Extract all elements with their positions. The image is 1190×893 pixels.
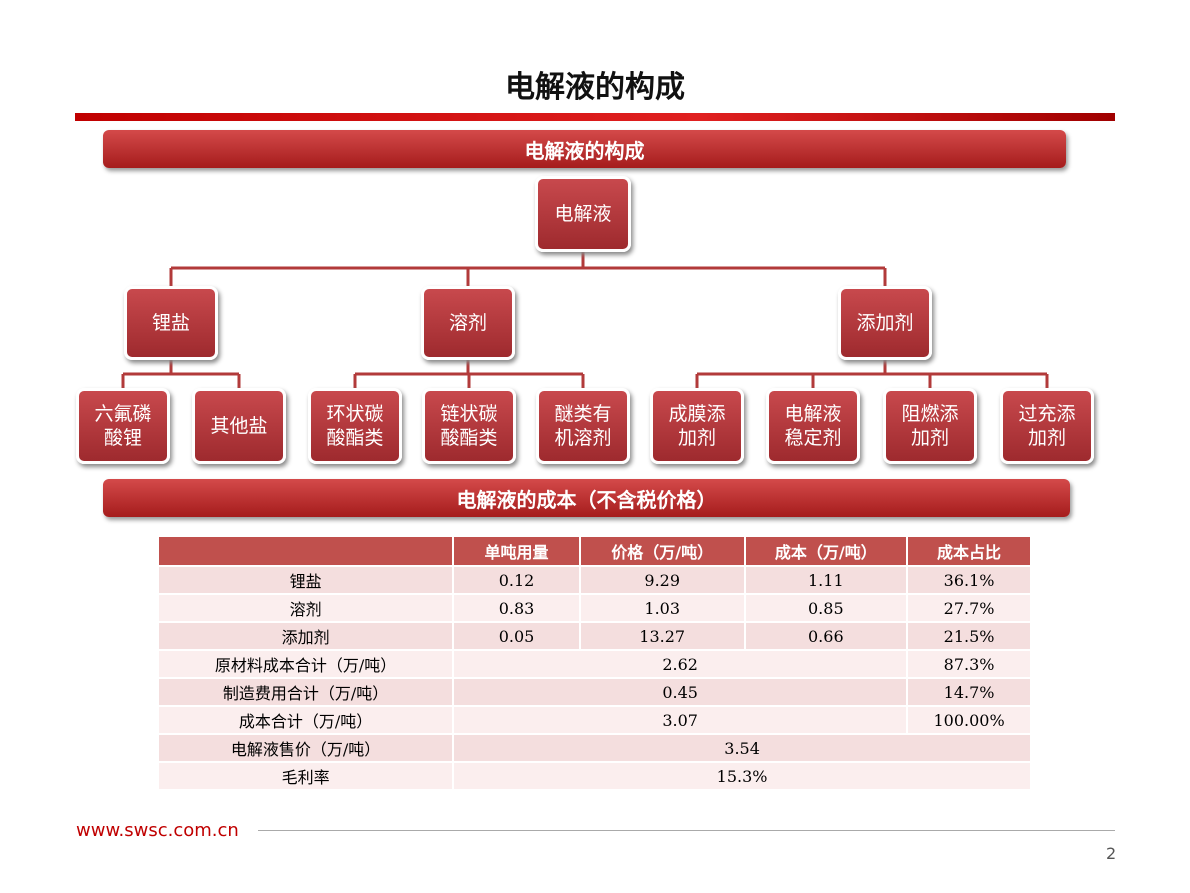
tree-node: 溶剂 <box>421 286 515 360</box>
column-header: 单吨用量 <box>452 535 581 567</box>
cell: 87.3% <box>906 649 1032 679</box>
row-label: 原材料成本合计（万/吨） <box>156 649 455 679</box>
footer-rule <box>258 830 1115 831</box>
cell: 0.12 <box>452 565 581 595</box>
tree-node: 添加剂 <box>838 286 932 360</box>
row-label: 溶剂 <box>156 593 455 623</box>
row-label: 制造费用合计（万/吨） <box>156 677 455 707</box>
node-label: 链状碳酸酯类 <box>440 403 498 449</box>
section-banner: 电解液的成本（不含税价格） <box>103 479 1070 517</box>
cell: 36.1% <box>906 565 1032 595</box>
node-label: 成膜添加剂 <box>668 403 726 449</box>
cell: 100.00% <box>906 705 1032 735</box>
title-rule <box>75 113 1115 121</box>
tree-node: 电解液 <box>535 176 631 252</box>
cell: 13.27 <box>578 621 746 651</box>
cell: 1.11 <box>743 565 909 595</box>
tree-node: 其他盐 <box>192 388 286 464</box>
tree-node: 成膜添加剂 <box>650 388 744 464</box>
node-label: 其他盐 <box>210 415 268 437</box>
node-label: 阻燃添加剂 <box>901 403 959 449</box>
slide-title: 电解液的构成 <box>505 70 685 105</box>
column-header: 成本（万/吨） <box>743 535 909 567</box>
node-label: 添加剂 <box>856 312 914 334</box>
cell: 3.07 <box>452 705 909 735</box>
cell: 0.05 <box>452 621 581 651</box>
cell: 3.54 <box>452 733 1032 763</box>
cost-table: 单吨用量 价格（万/吨） 成本（万/吨） 成本占比锂盐 0.12 9.29 1.11 36.1… <box>156 535 1032 791</box>
column-header: 成本占比 <box>906 535 1032 567</box>
node-label: 过充添加剂 <box>1018 403 1076 449</box>
row-label: 电解液售价（万/吨） <box>156 733 455 763</box>
footer-url: www.swsc.com.cn <box>76 820 239 841</box>
cell: 0.45 <box>452 677 909 707</box>
row-label: 添加剂 <box>156 621 455 651</box>
page-number: 2 <box>1106 844 1117 863</box>
node-label: 六氟磷酸锂 <box>94 403 152 449</box>
row-label: 毛利率 <box>156 761 455 791</box>
tree-node: 环状碳酸酯类 <box>308 388 402 464</box>
row-label: 成本合计（万/吨） <box>156 705 455 735</box>
section-banner: 电解液的构成 <box>103 130 1066 168</box>
node-label: 电解液稳定剂 <box>784 403 842 449</box>
cell: 0.85 <box>743 593 909 623</box>
cell: 21.5% <box>906 621 1032 651</box>
node-label: 环状碳酸酯类 <box>326 403 384 449</box>
tree-node: 电解液稳定剂 <box>766 388 860 464</box>
cell: 27.7% <box>906 593 1032 623</box>
cell: 0.66 <box>743 621 909 651</box>
tree-node: 锂盐 <box>124 286 218 360</box>
cell: 1.03 <box>578 593 746 623</box>
node-label: 锂盐 <box>151 312 190 334</box>
tree-node: 链状碳酸酯类 <box>422 388 516 464</box>
column-header: 价格（万/吨） <box>578 535 746 567</box>
cell: 0.83 <box>452 593 581 623</box>
cell: 15.3% <box>452 761 1032 791</box>
cell: 2.62 <box>452 649 909 679</box>
node-label: 电解液 <box>554 203 612 225</box>
cell: 14.7% <box>906 677 1032 707</box>
cell: 9.29 <box>578 565 746 595</box>
tree-node: 过充添加剂 <box>1000 388 1094 464</box>
tree-node: 六氟磷酸锂 <box>76 388 170 464</box>
node-label: 醚类有机溶剂 <box>554 403 612 449</box>
tree-node: 阻燃添加剂 <box>883 388 977 464</box>
node-label: 溶剂 <box>448 312 487 334</box>
tree-node: 醚类有机溶剂 <box>536 388 630 464</box>
row-label: 锂盐 <box>156 565 455 595</box>
